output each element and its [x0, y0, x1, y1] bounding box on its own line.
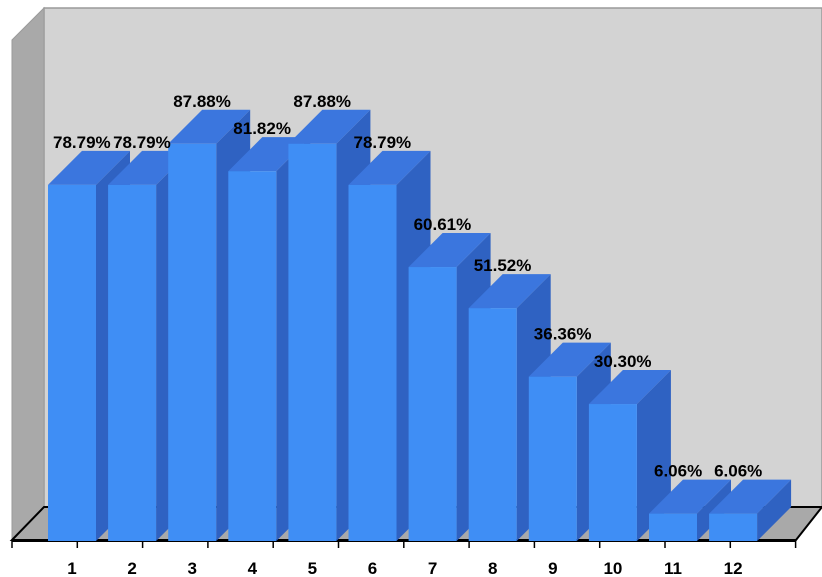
- bar-top: [48, 150, 130, 185]
- x-tick-label: 5: [308, 559, 317, 577]
- x-tick-label: 6: [368, 559, 377, 577]
- data-label: 30.30%: [594, 352, 652, 371]
- bar-top: [168, 109, 251, 144]
- x-tick-label: 8: [488, 559, 497, 577]
- bar-front: [168, 143, 217, 541]
- bar-top: [288, 109, 371, 144]
- bar: [709, 479, 792, 541]
- bar-top: [408, 233, 491, 268]
- bar-front: [408, 267, 457, 541]
- x-tick-label: 9: [548, 559, 557, 577]
- bar-front: [108, 184, 157, 541]
- data-label: 81.82%: [233, 119, 291, 138]
- x-tick-label: 3: [187, 559, 196, 577]
- x-tick-label: 11: [664, 559, 682, 577]
- x-tick-labels: 1 2 3 4 5 6 7 8 9 10 11 12: [67, 559, 742, 577]
- bar-front: [588, 404, 637, 541]
- data-label: 60.61%: [414, 215, 472, 234]
- x-axis-ticks: [11, 541, 797, 548]
- bar-front: [48, 184, 96, 541]
- data-label: 87.88%: [293, 92, 351, 111]
- x-tick-label: 7: [428, 559, 437, 577]
- bar-top: [348, 150, 431, 185]
- x-tick-label: 10: [603, 559, 622, 577]
- bar-top: [649, 479, 731, 514]
- data-label: 87.88%: [173, 92, 231, 111]
- bar: [588, 370, 671, 541]
- bar-top: [468, 274, 551, 309]
- bars-group: [48, 109, 792, 542]
- x-tick-label: 12: [724, 559, 743, 577]
- data-label: 78.79%: [354, 133, 412, 152]
- data-label: 78.79%: [113, 133, 171, 152]
- x-tick-label: 1: [67, 559, 76, 577]
- data-label: 78.79%: [53, 133, 111, 152]
- bar-front: [228, 171, 277, 542]
- bar-front: [348, 184, 397, 541]
- bar-front: [288, 143, 337, 541]
- bar-front: [528, 376, 577, 541]
- data-label: 6.06%: [714, 462, 762, 481]
- x-tick-label: 2: [127, 559, 136, 577]
- bar-top: [528, 342, 611, 377]
- x-tick-label: 4: [248, 559, 258, 577]
- data-label: 6.06%: [654, 462, 702, 481]
- bar-side: [757, 479, 792, 541]
- bar-front: [649, 513, 697, 541]
- bar-front: [709, 513, 758, 541]
- bar-top: [588, 370, 671, 405]
- bar-side: [636, 370, 671, 541]
- data-label: 51.52%: [474, 256, 532, 275]
- bar-front: [468, 308, 517, 541]
- bar-top: [709, 479, 792, 514]
- data-label: 36.36%: [534, 325, 592, 344]
- data-labels: 78.79% 78.79%87.88%81.82%87.88%78.79%60.6…: [53, 92, 762, 481]
- chart-side-wall: [11, 6, 45, 542]
